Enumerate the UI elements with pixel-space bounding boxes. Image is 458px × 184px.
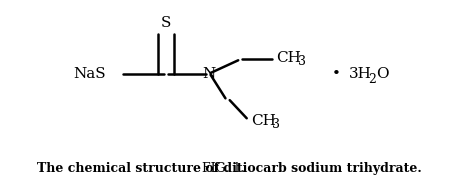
Text: FIG. 1.: FIG. 1.	[202, 162, 249, 175]
Text: N: N	[202, 67, 215, 81]
Text: 3: 3	[298, 55, 306, 68]
Text: 2: 2	[368, 73, 376, 86]
Text: CH: CH	[251, 114, 276, 128]
Text: O: O	[376, 67, 389, 81]
Text: NaS: NaS	[74, 67, 106, 81]
Text: •: •	[332, 67, 340, 81]
Text: 3H: 3H	[349, 67, 372, 81]
Text: 3: 3	[272, 118, 280, 131]
Text: The chemical structure of ditiocarb sodium trihydrate.: The chemical structure of ditiocarb sodi…	[38, 162, 422, 175]
Text: CH: CH	[277, 51, 301, 65]
Text: S: S	[161, 16, 171, 30]
